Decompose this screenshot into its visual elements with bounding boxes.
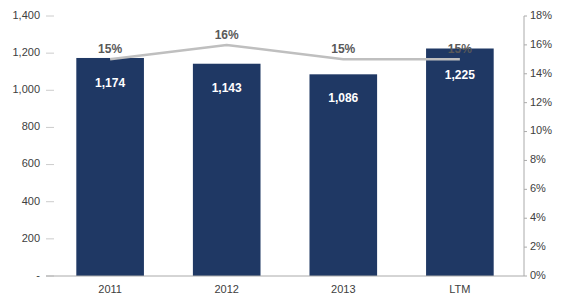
bar (193, 64, 261, 276)
bar-label: 1,143 (212, 81, 242, 95)
line-label: 15% (98, 42, 122, 56)
tick-mark (46, 16, 54, 17)
x-axis-line (46, 276, 524, 277)
line-label: 15% (331, 42, 355, 56)
x-tick-label: 2011 (98, 283, 122, 295)
y2-tick-label: 16% (530, 38, 552, 50)
bar (76, 58, 144, 276)
y2-tick-label: 18% (530, 9, 552, 21)
y-tick-label: 400 (22, 195, 40, 207)
tick-mark (46, 53, 54, 54)
y-tick-label: 200 (22, 232, 40, 244)
tick-mark (46, 90, 54, 91)
y2-tick-label: 2% (530, 240, 546, 252)
data-labels: 1,174 1,143 1,086 1,225 15% 16% 15% 15% (95, 28, 475, 105)
y-tick-label: 1,400 (12, 9, 40, 21)
tick-mark (46, 127, 54, 128)
y2-tick-label: 4% (530, 211, 546, 223)
y2-tick-label: 0% (530, 269, 546, 281)
x-tick-label: 2013 (331, 283, 355, 295)
y-tick-label: 1,200 (12, 46, 40, 58)
axes: - 200 400 600 800 1,000 1,200 1,400 0% 2% 4% 6% 8% 10… (12, 9, 552, 295)
line-label: 15% (448, 42, 472, 56)
tick-mark (46, 201, 54, 202)
y2-tick-label: 10% (530, 124, 552, 136)
bar-label: 1,086 (328, 91, 358, 105)
y-tick-label: 800 (22, 120, 40, 132)
bar (309, 74, 377, 276)
chart: - 200 400 600 800 1,000 1,200 1,400 0% 2% 4% 6% 8% 10… (0, 0, 566, 306)
x-tick-label: 2012 (214, 283, 238, 295)
bar-label: 1,225 (445, 68, 475, 82)
y-tick-label: - (36, 269, 40, 281)
y2-tick-label: 6% (530, 182, 546, 194)
y-tick-label: 600 (22, 157, 40, 169)
bar (426, 49, 494, 277)
plot-area (76, 45, 493, 276)
line (110, 45, 460, 59)
line-label: 16% (215, 28, 239, 42)
x-tick-label: LTM (449, 283, 470, 295)
y-tick-label: 1,000 (12, 83, 40, 95)
y2-axis-line (524, 16, 525, 276)
y2-tick-label: 14% (530, 67, 552, 79)
tick-mark (46, 164, 54, 165)
y2-tick-label: 12% (530, 96, 552, 108)
tick-mark (46, 238, 54, 239)
y2-tick-label: 8% (530, 153, 546, 165)
bar-label: 1,174 (95, 76, 125, 90)
